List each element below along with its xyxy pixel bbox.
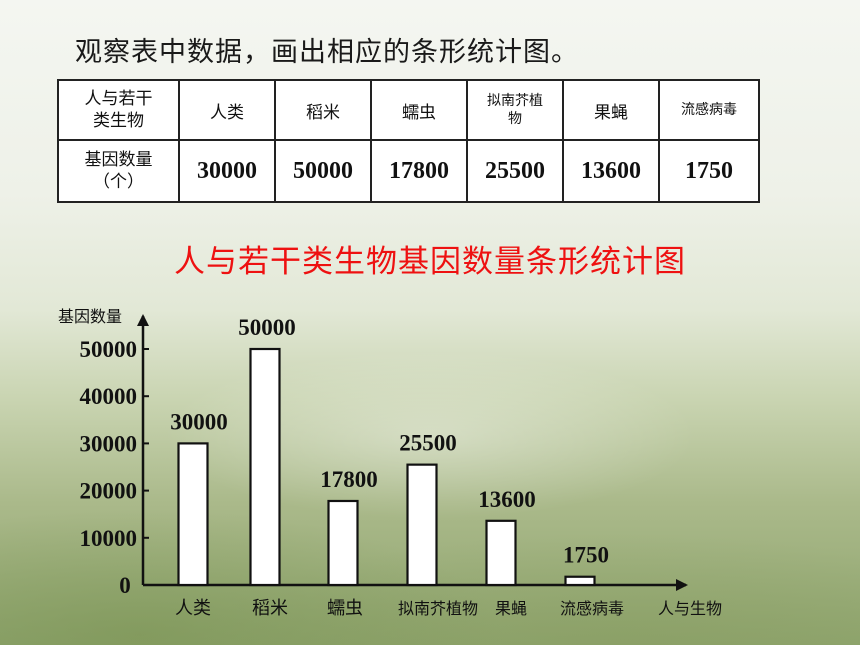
table-value-cell: 25500 <box>466 139 564 203</box>
bar <box>177 442 209 587</box>
table-value-cell: 1750 <box>658 139 760 203</box>
bar-value-label: 25500 <box>399 431 457 456</box>
x-axis-title: 人与生物 <box>658 599 722 618</box>
table-header-cell: 拟南芥植 物 <box>466 79 564 141</box>
y-axis-title: 基因数量 <box>58 307 122 326</box>
category-label: 稻米 <box>252 598 288 619</box>
category-label: 人类 <box>175 598 211 619</box>
bar <box>249 347 281 587</box>
category-label: 拟南芥植物 <box>398 599 478 618</box>
category-label: 流感病毒 <box>560 599 624 618</box>
table-row-label: 基因数量 （个） <box>57 139 180 203</box>
bar <box>406 463 438 587</box>
category-label: 果蝇 <box>495 599 527 618</box>
chart-title: 人与若干类生物基因数量条形统计图 <box>174 244 686 280</box>
table-value-cell: 17800 <box>370 139 468 203</box>
table-value-cell: 50000 <box>274 139 372 203</box>
table-value-cell: 13600 <box>562 139 660 203</box>
table-header-cell: 果蝇 <box>562 79 660 141</box>
header-label-line1: 人与若干 <box>84 89 153 109</box>
table-header-cell: 流感病毒 <box>658 79 760 141</box>
bar-value-label: 1750 <box>563 543 609 568</box>
row-label-line1: 基因数量 <box>84 150 153 170</box>
bar-value-label: 17800 <box>320 467 378 492</box>
table-header-cell: 人类 <box>178 79 276 141</box>
table-header-row: 人与若干 类生物 人类 稻米 蠕虫 拟南芥植 物 果蝇 流感病毒 <box>57 79 760 141</box>
y-tick-label: 20000 <box>80 479 138 504</box>
table-header-cell: 稻米 <box>274 79 372 141</box>
table-header-label: 人与若干 类生物 <box>57 79 180 141</box>
y-tick-label: 30000 <box>80 431 138 456</box>
bar-value-label: 30000 <box>170 409 228 434</box>
bar <box>485 519 517 587</box>
instruction-text: 观察表中数据，画出相应的条形统计图。 <box>75 37 579 68</box>
y-tick-label: 40000 <box>80 384 138 409</box>
y-tick-label: 50000 <box>80 337 138 362</box>
table-row: 基因数量 （个） 30000 50000 17800 25500 13600 1… <box>57 139 760 203</box>
header-label-line2: 类生物 <box>93 111 144 131</box>
bar-value-label: 50000 <box>238 315 296 340</box>
bar-value-label: 13600 <box>478 487 536 512</box>
y-tick-label: 0 <box>119 573 131 598</box>
row-label-line2: （个） <box>93 172 144 192</box>
category-label: 蠕虫 <box>327 598 363 619</box>
chart-bars <box>177 347 596 587</box>
bar <box>564 575 596 587</box>
table-value-cell: 30000 <box>178 139 276 203</box>
table-header-cell: 蠕虫 <box>370 79 468 141</box>
header-cell-line2: 物 <box>508 111 522 127</box>
y-tick-label: 10000 <box>80 526 138 551</box>
header-cell-line1: 拟南芥植 <box>487 93 543 109</box>
bar <box>327 499 359 587</box>
data-table: 人与若干 类生物 人类 稻米 蠕虫 拟南芥植 物 果蝇 流感病毒 基因数量 （个… <box>57 79 760 203</box>
